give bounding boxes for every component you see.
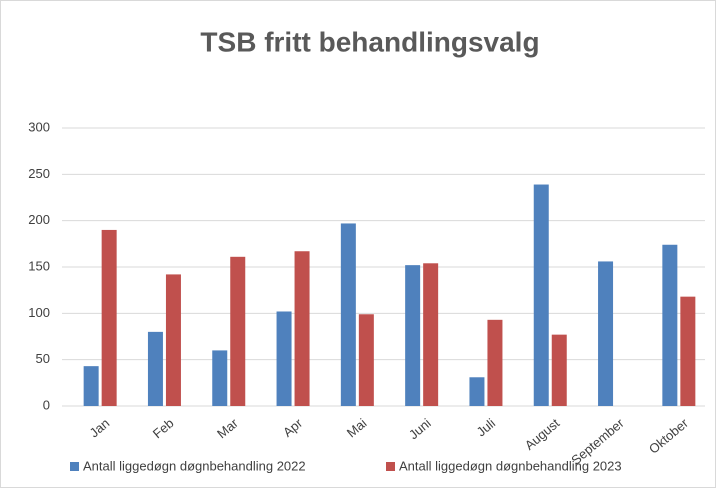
y-tick-label: 100 bbox=[28, 305, 50, 320]
bar bbox=[358, 314, 374, 406]
legend-label: Antall liggedøgn døgnbehandling 2022 bbox=[83, 458, 306, 473]
chart-title: TSB fritt behandlingsvalg bbox=[200, 26, 539, 57]
bar bbox=[101, 229, 117, 406]
bar bbox=[230, 256, 246, 406]
y-tick-label: 0 bbox=[43, 397, 50, 412]
legend-label: Antall liggedøgn døgnbehandling 2023 bbox=[399, 458, 622, 473]
bar bbox=[212, 350, 228, 406]
bar bbox=[165, 274, 181, 406]
bar bbox=[405, 265, 421, 406]
bar bbox=[147, 331, 163, 406]
bar bbox=[598, 261, 614, 406]
legend-swatch bbox=[70, 462, 79, 471]
bar bbox=[423, 263, 439, 406]
y-tick-label: 250 bbox=[28, 166, 50, 181]
bar bbox=[551, 334, 567, 406]
y-tick-label: 300 bbox=[28, 119, 50, 134]
bar bbox=[680, 296, 696, 406]
bar bbox=[340, 223, 356, 406]
bar bbox=[487, 319, 503, 406]
bar bbox=[276, 311, 292, 406]
bar bbox=[469, 377, 485, 406]
bar bbox=[83, 366, 99, 406]
y-tick-label: 150 bbox=[28, 258, 50, 273]
y-tick-label: 200 bbox=[28, 212, 50, 227]
y-tick-label: 50 bbox=[36, 351, 50, 366]
bar bbox=[294, 251, 310, 406]
bar bbox=[662, 244, 678, 406]
bar bbox=[533, 184, 549, 406]
legend-swatch bbox=[386, 462, 395, 471]
